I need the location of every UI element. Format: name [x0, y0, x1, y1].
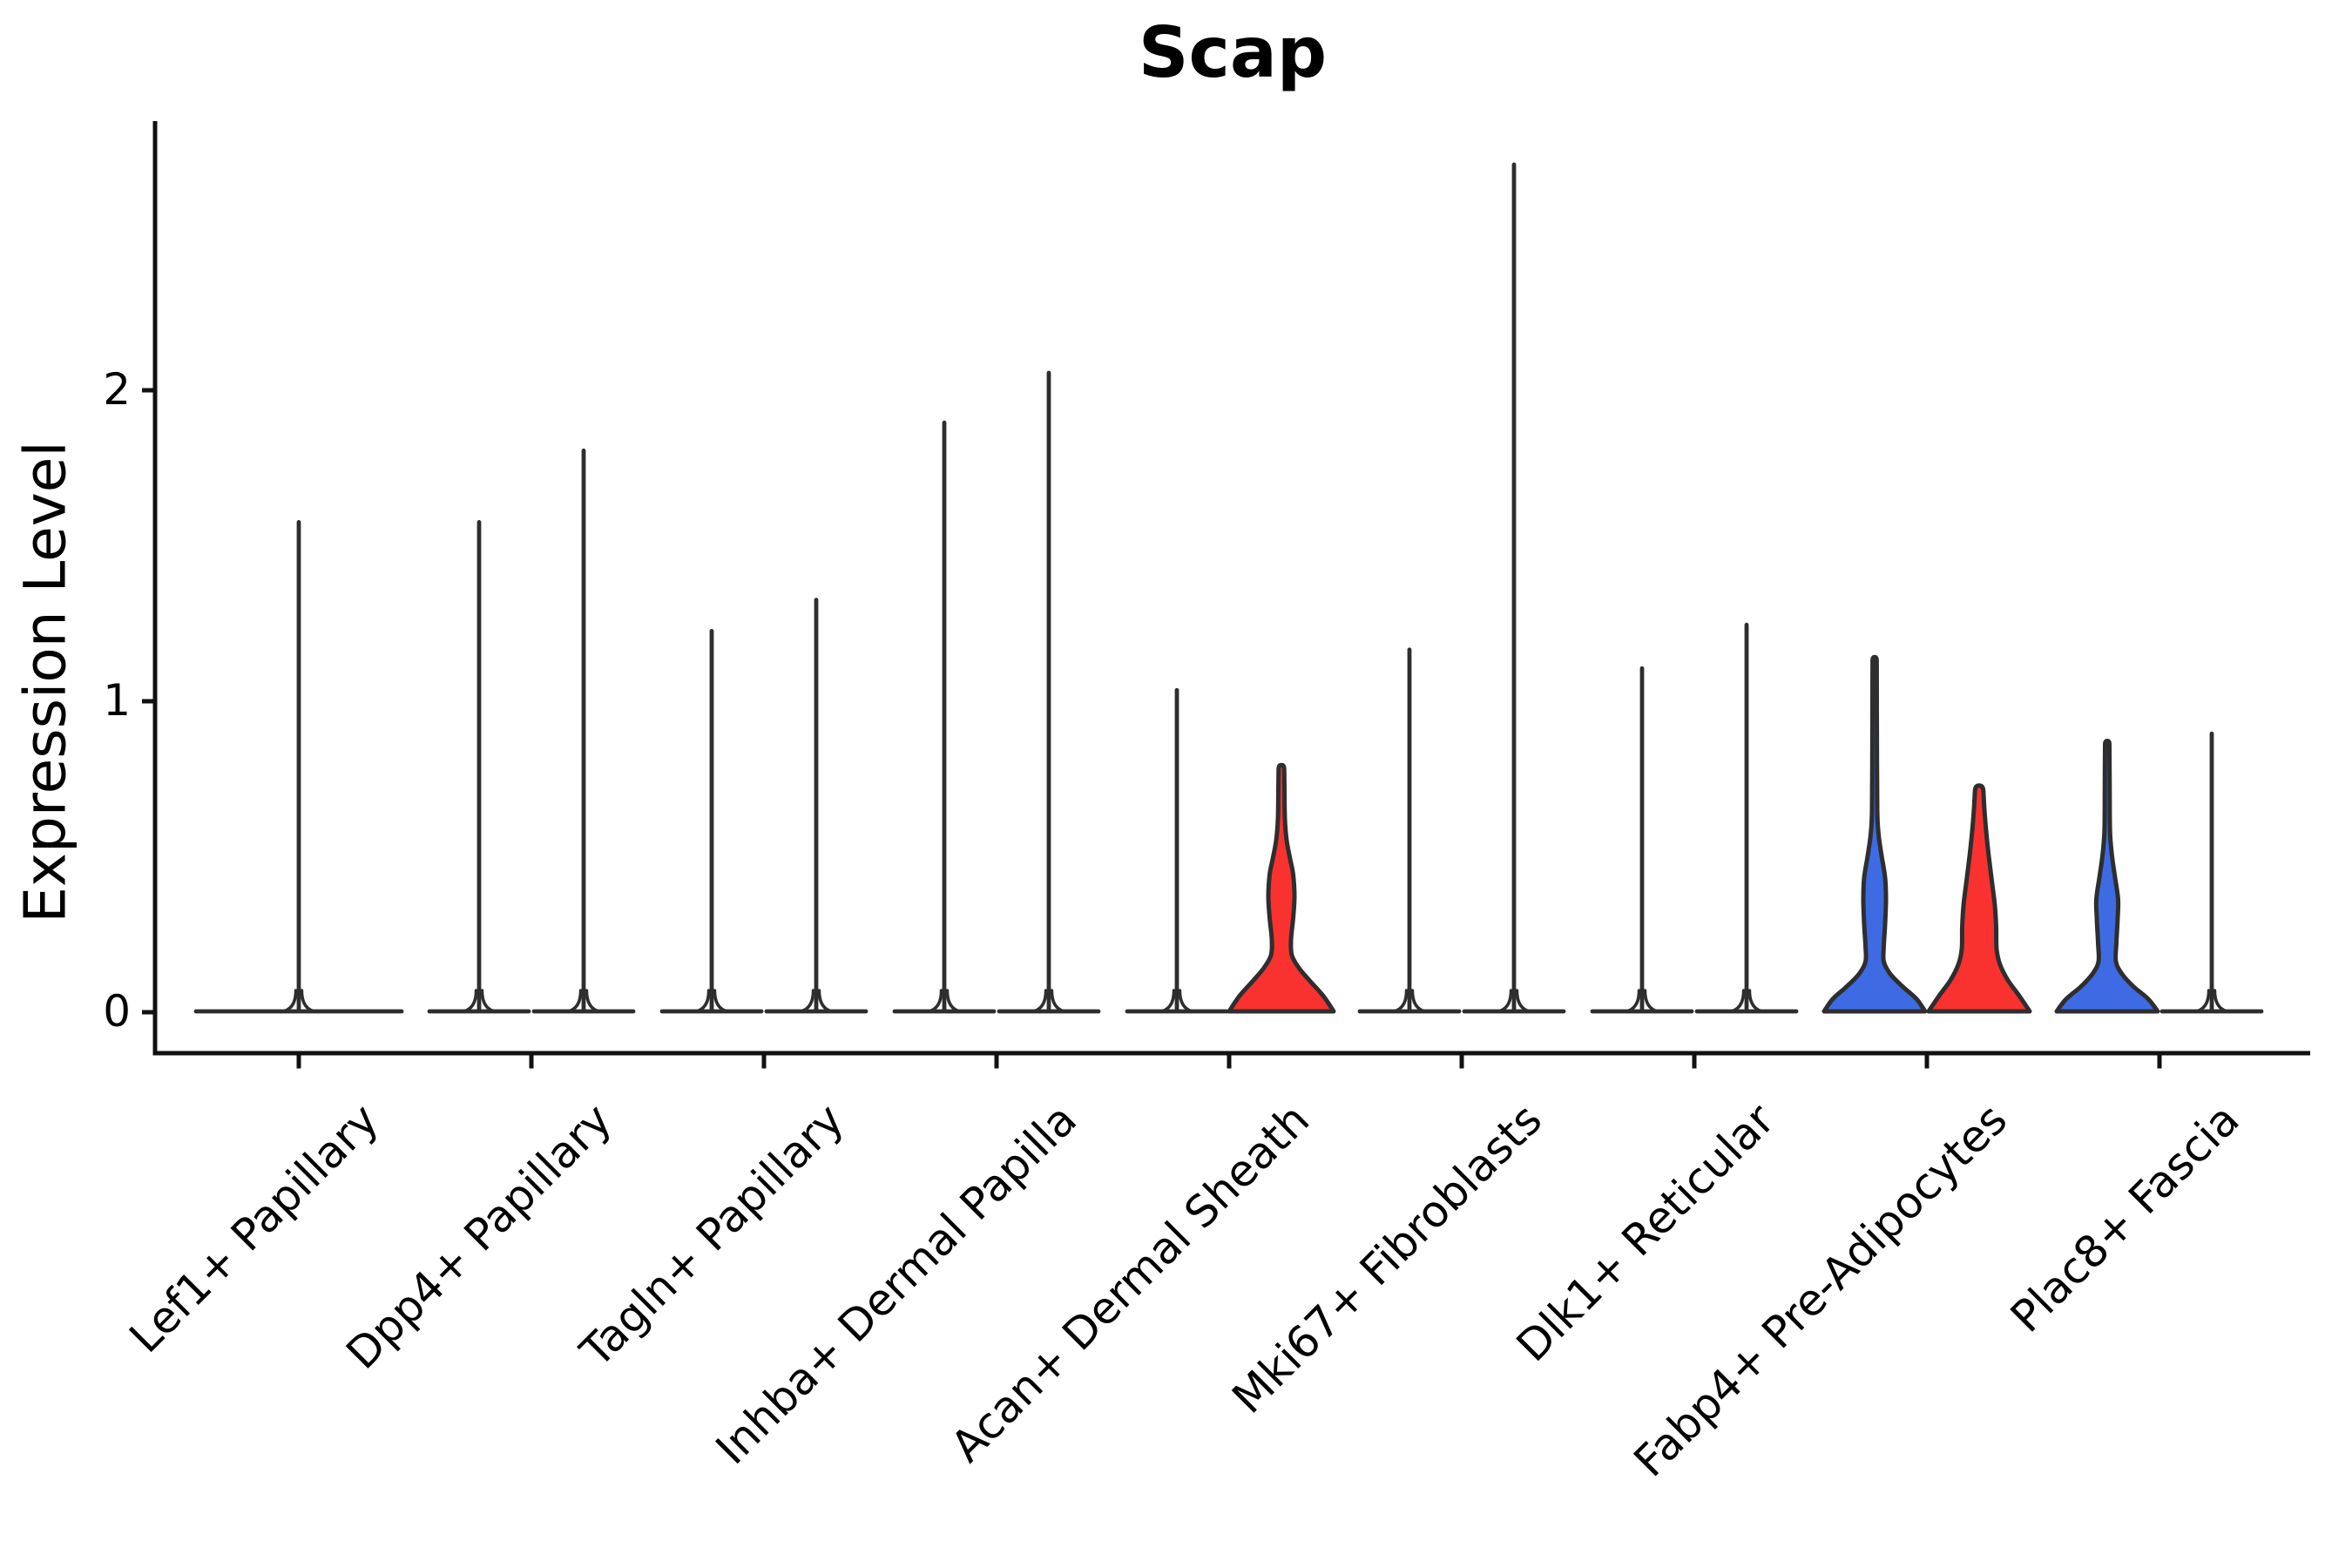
- violin-inhba-dermal-papilla-left: [892, 420, 997, 1014]
- y-axis-title: Expression Level: [11, 441, 79, 923]
- violin-dpp4-papillary-right: [531, 448, 636, 1014]
- violin-fabp4-pre-adipocytes-left: [1821, 654, 1928, 1014]
- y-tick-label: 2: [103, 363, 131, 415]
- violin-tagln-papillary-left: [659, 628, 764, 1014]
- violin-mki67-fibroblasts-right: [1462, 162, 1566, 1014]
- y-tick-label: 0: [103, 985, 131, 1037]
- violin-inhba-dermal-papilla-right: [997, 370, 1101, 1014]
- violin-acan-dermal-sheath-right: [1227, 762, 1336, 1014]
- violin-dlk1-reticular-right: [1694, 622, 1799, 1014]
- violin-lef1-papillary-center: [193, 520, 404, 1014]
- y-tick-label: 1: [103, 674, 131, 726]
- violin-dlk1-reticular-left: [1590, 666, 1694, 1014]
- violin-plac8-fascia-left: [2054, 739, 2160, 1014]
- violin-acan-dermal-sheath-left: [1125, 687, 1229, 1014]
- violin-tagln-papillary-right: [764, 598, 868, 1014]
- violin-plac8-fascia-right: [2159, 731, 2264, 1014]
- violin-fabp4-pre-adipocytes-right: [1926, 783, 2032, 1014]
- violin-dpp4-papillary-left: [427, 520, 531, 1014]
- chart-title: Scap: [1138, 12, 1328, 93]
- violin-mki67-fibroblasts-left: [1357, 647, 1462, 1014]
